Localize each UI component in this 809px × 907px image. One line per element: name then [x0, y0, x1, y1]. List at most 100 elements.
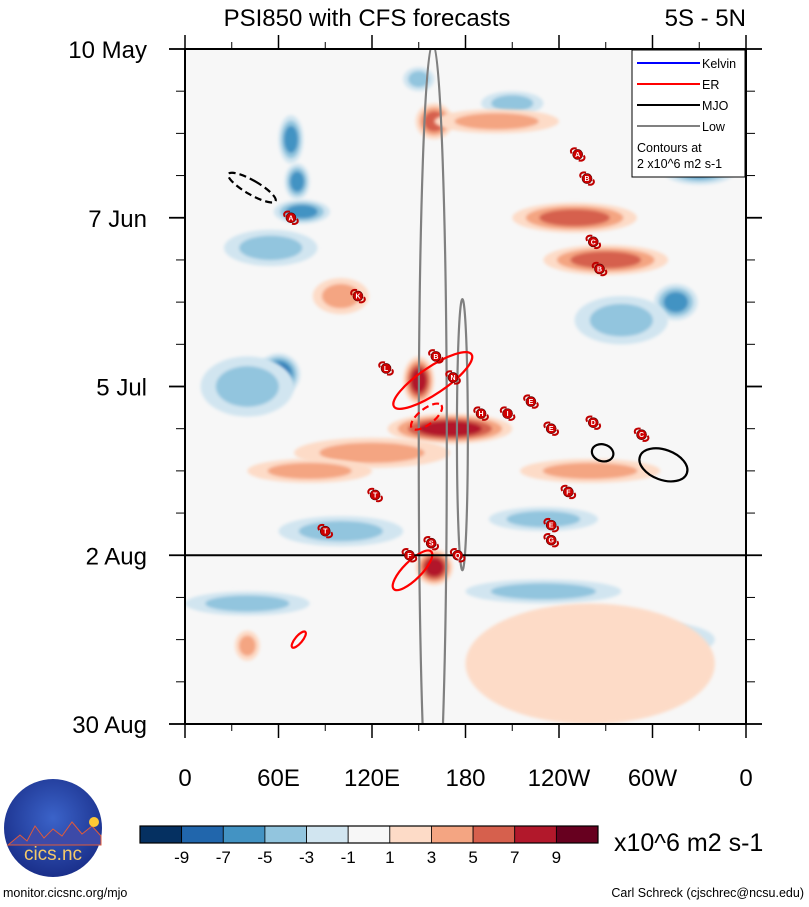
tc-core [587, 236, 599, 248]
colorbar-tick-label: -7 [216, 848, 231, 867]
tc-arm-bottom [386, 368, 394, 376]
x-tick-label: 120W [528, 765, 591, 792]
tc-arm-bottom [594, 242, 602, 250]
colorbar-swatch [181, 825, 224, 844]
colorbar-swatch [514, 825, 557, 844]
mjo-contour [638, 447, 689, 483]
anomaly-blob [284, 163, 310, 200]
anomaly-level [542, 462, 638, 480]
tc-arm-top [283, 210, 291, 218]
anomaly-level [267, 462, 352, 480]
tropical-cyclone-icon: H [473, 406, 489, 421]
tc-arm-bottom [552, 540, 559, 548]
colorbar-swatch [472, 825, 516, 844]
tc-core [572, 149, 584, 160]
tropical-cyclone-markers: A K L B N H I E E D C A B C B T T F E G S F Q [283, 147, 650, 563]
footer-link[interactable]: monitor.cicsnc.org/mjo [3, 886, 127, 900]
low-contour [455, 298, 469, 572]
tropical-cyclone-icon: L [378, 361, 394, 376]
colorbar-tick-label: 9 [552, 848, 561, 867]
x-tick-label: 120E [344, 765, 400, 792]
colorbar-tick-label: 3 [427, 848, 436, 867]
tc-letter: S [429, 541, 434, 548]
tc-arm-top [317, 523, 325, 531]
legend-label: Kelvin [702, 57, 736, 71]
tc-arm-top [591, 261, 599, 269]
tc-core [545, 423, 557, 434]
er-contour [290, 630, 307, 649]
colorbar: -9 -7 -5 -3 -1 1 3 5 7 9 [139, 825, 599, 867]
legend: Kelvin ER MJO Low Contours at 2 x10^6 m2 s-… [631, 49, 746, 178]
tc-arm-bottom [358, 296, 366, 304]
x-tick-label: 0 [178, 765, 191, 792]
tc-letter: A [288, 215, 293, 222]
tropical-cyclone-icon: B [591, 261, 608, 277]
colorbar-tick-label: -5 [257, 848, 272, 867]
tc-arm-top [350, 288, 358, 296]
tc-arm-bottom [642, 435, 650, 442]
tc-arm-bottom [375, 495, 383, 503]
anomaly-level [465, 603, 715, 724]
x-tick-label: 60W [628, 765, 678, 792]
colorbar-frame [139, 825, 599, 844]
tc-arm-top [579, 171, 587, 179]
tropical-cyclone-icon: B [579, 171, 595, 186]
anomaly-level [490, 583, 597, 600]
anomaly-level [539, 209, 610, 227]
tc-core [545, 519, 557, 531]
tc-arm-top [378, 361, 386, 368]
y-tick-label: 30 Aug [72, 712, 147, 739]
anomaly-level [491, 95, 534, 112]
tc-core [380, 363, 392, 374]
x-tick-label: 60E [257, 765, 300, 792]
colorbar-swatch [431, 825, 474, 844]
tc-arm-top [428, 349, 436, 356]
tc-letter: E [529, 399, 534, 406]
colorbar-tick-label: -1 [341, 848, 356, 867]
tc-arm-top [499, 406, 507, 414]
cics-logo: cics.nc [4, 779, 102, 877]
colorbar-swatch [264, 825, 307, 844]
anomaly-blob [465, 603, 715, 724]
tc-arm-bottom [552, 525, 559, 533]
tc-core [636, 429, 647, 441]
tropical-cyclone-icon: D [585, 415, 602, 430]
anomaly-blob [278, 115, 304, 164]
tc-letter: F [566, 489, 571, 496]
anomaly-blob [278, 516, 404, 547]
tc-letter: B [585, 176, 590, 183]
tropical-cyclone-icon: K [350, 288, 366, 304]
tropical-cyclone-icon: B [428, 349, 444, 364]
anomaly-level [290, 171, 305, 192]
anomaly-level [663, 291, 689, 313]
tc-core [475, 408, 487, 419]
tc-core [587, 417, 599, 428]
low-contour [417, 49, 448, 724]
tc-arm-bottom [552, 429, 559, 436]
tc-arm-top [560, 484, 568, 492]
mjo-contour [590, 443, 615, 463]
tc-letter: I [507, 411, 509, 418]
anomaly-blob [387, 413, 513, 444]
tc-letter: E [549, 426, 554, 433]
tc-arm-top [449, 548, 457, 555]
tropical-cyclone-icon: F [560, 484, 577, 500]
er-contour [391, 549, 434, 592]
colorbar-swatch [139, 825, 183, 844]
anomaly-blob [512, 202, 637, 233]
er-contour [409, 402, 444, 431]
anomaly-blob [223, 229, 318, 266]
tc-core [285, 212, 297, 224]
anomaly-level [589, 303, 653, 337]
colorbar-swatch [389, 825, 432, 844]
anomaly-level [454, 113, 539, 130]
mjo-contour [227, 171, 277, 204]
tropical-cyclone-icon: T [317, 523, 334, 539]
tc-arm-top [585, 415, 593, 423]
tc-arm-top [543, 421, 551, 429]
tc-arm-bottom [410, 555, 418, 563]
tc-core [581, 173, 593, 184]
tc-core [594, 263, 605, 275]
tc-arm-bottom [453, 377, 461, 385]
anomaly-level [417, 420, 482, 437]
